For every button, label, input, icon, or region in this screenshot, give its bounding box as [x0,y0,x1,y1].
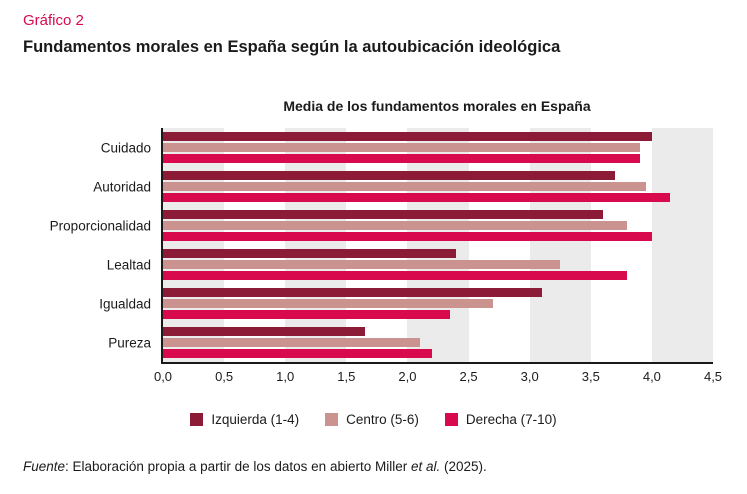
x-tick-label: 0,0 [153,369,173,384]
x-tick-label: 4,5 [703,369,723,384]
category-label: Proporcionalidad [49,218,151,233]
bar-centro-cuidado [163,143,640,152]
bar-centro-igualdad [163,299,493,308]
grid-band [529,128,591,362]
category-label: Igualdad [99,296,151,311]
category-row-autoridad: Autoridad [93,167,713,206]
bar-izquierda-autoridad [163,171,616,180]
x-tick-label: 0,5 [215,369,234,384]
bar-derecha-proporcionalidad [163,232,652,241]
grid-band [407,128,469,362]
source-year: (2025). [440,459,487,474]
legend-item-derecha: Derecha (7-10) [444,412,557,427]
source-etal: et al. [410,459,441,474]
x-tick-label: 2,5 [459,369,478,384]
bar-izquierda-pureza [163,327,365,336]
legend-label: Derecha (7-10) [465,412,557,427]
category-row-pureza: Pureza [108,323,713,362]
legend-swatch [444,413,458,426]
chart-title: Media de los fundamentos morales en Espa… [283,98,591,114]
x-tick-label: 2,0 [398,369,417,384]
grid-band [651,128,713,362]
bar-derecha-igualdad [163,310,451,319]
bar-izquierda-lealtad [163,249,457,258]
x-tick-label: 4,0 [642,369,661,384]
x-tick-label: 1,0 [276,369,295,384]
source-label: Fuente [23,459,66,474]
category-row-igualdad: Igualdad [99,284,713,323]
bar-centro-lealtad [163,260,561,269]
legend-label: Izquierda (1-4) [211,412,300,427]
grid-band [285,128,347,362]
category-row-cuidado: Cuidado [101,128,713,167]
bar-centro-proporcionalidad [163,221,628,230]
x-axis-ticks: 0,0 0,5 1,0 1,5 2,0 2,5 3,0 3,5 4,0 4,5 [154,369,722,387]
figure-title: Fundamentos morales en España según la a… [23,38,561,56]
x-tick-label: 3,5 [581,369,600,384]
category-label: Cuidado [100,140,151,155]
bar-izquierda-igualdad [163,288,542,297]
bar-derecha-pureza [163,349,432,358]
x-tick-label: 3,0 [520,369,539,384]
bar-derecha-lealtad [163,271,628,280]
category-label: Autoridad [93,179,151,194]
category-row-lealtad: Lealtad [107,245,713,284]
category-label: Pureza [108,335,151,350]
legend-item-centro: Centro (5-6) [325,412,419,427]
legend-label: Centro (5-6) [346,412,419,427]
x-tick-label: 1,5 [337,369,356,384]
source-text: : Elaboración propia a partir de los dat… [65,459,411,474]
bar-izquierda-proporcionalidad [163,210,603,219]
category-label: Lealtad [106,257,151,272]
legend-item-izquierda: Izquierda (1-4) [190,412,299,427]
source-note: Fuente: Elaboración propia a partir de l… [23,459,487,474]
legend-swatch [190,413,204,426]
bar-derecha-autoridad [163,193,671,202]
bar-rows: Cuidado Autoridad Proporcionalidad Lealtad I… [50,128,713,362]
category-row-proporcionalidad: Proporcionalidad [50,206,713,245]
bar-izquierda-cuidado [163,132,652,141]
bar-centro-pureza [163,338,420,347]
grid-band [163,128,225,362]
figure-kicker: Gráfico 2 [23,12,84,29]
bar-centro-autoridad [163,182,646,191]
plot-area: Cuidado Autoridad Proporcionalidad Lealtad I… [50,128,713,364]
bar-derecha-cuidado [163,154,640,163]
legend-swatch [325,413,339,426]
legend: Izquierda (1-4) Centro (5-6) Derecha (7-10… [0,412,747,427]
